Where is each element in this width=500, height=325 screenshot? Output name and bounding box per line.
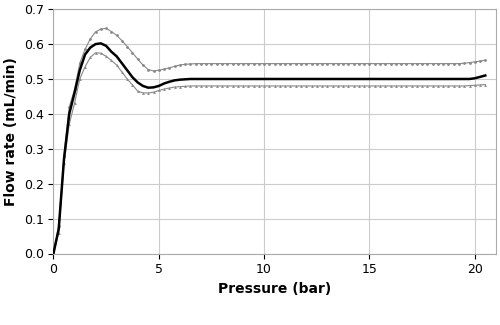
- X-axis label: Pressure (bar): Pressure (bar): [218, 282, 332, 296]
- Y-axis label: Flow rate (mL/min): Flow rate (mL/min): [4, 57, 18, 206]
